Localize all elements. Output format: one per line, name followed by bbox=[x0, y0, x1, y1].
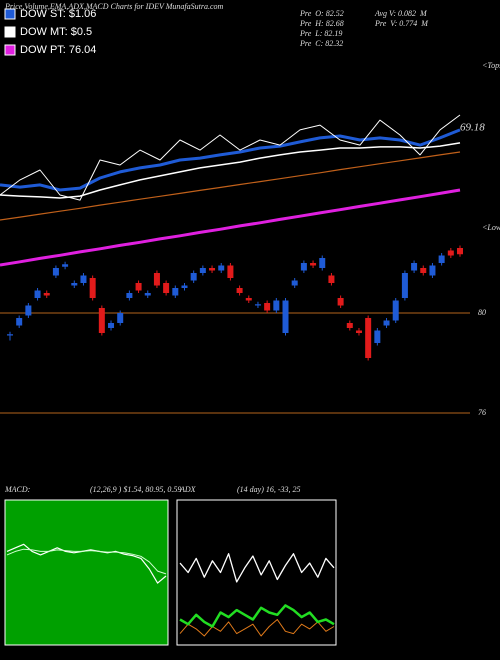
series-line bbox=[179, 553, 335, 583]
candle-body bbox=[135, 283, 142, 291]
candle-body bbox=[227, 265, 234, 278]
candle-body bbox=[52, 268, 59, 276]
candle-body bbox=[401, 273, 408, 298]
candle-body bbox=[25, 305, 32, 316]
candle-body bbox=[346, 323, 353, 328]
candle-body bbox=[457, 248, 463, 255]
page-title: Price,Volume,EMA,ADX,MACD Charts for IDE… bbox=[4, 2, 223, 11]
candle-body bbox=[429, 265, 436, 276]
candle-body bbox=[126, 293, 133, 298]
candle-body bbox=[7, 334, 13, 336]
candle-body bbox=[411, 263, 418, 271]
candle-body bbox=[153, 273, 160, 286]
info: Pre L: 82.19 bbox=[299, 29, 342, 38]
adx-params: (14 day) 16, -33, 25 bbox=[237, 485, 301, 494]
series-line bbox=[0, 151, 461, 221]
series-line bbox=[0, 114, 461, 201]
candle-body bbox=[438, 255, 445, 263]
candle-body bbox=[80, 275, 87, 283]
legend-swatch bbox=[4, 26, 16, 38]
series-line bbox=[0, 128, 461, 192]
series-line bbox=[179, 619, 335, 637]
candle-body bbox=[319, 258, 326, 268]
macd-params: (12,26,9 ) $1.54, 80.95, 0.59 bbox=[90, 485, 181, 494]
candle-body bbox=[172, 288, 179, 296]
candle-body bbox=[117, 313, 124, 323]
series-line bbox=[0, 142, 461, 199]
info: Pre C: 82.32 bbox=[299, 39, 343, 48]
annotation: <Tops bbox=[482, 61, 500, 70]
legend-label: DOW PT: 76.04 bbox=[20, 44, 96, 56]
series-line bbox=[0, 188, 461, 267]
y-tick-label: 76 bbox=[478, 408, 486, 417]
candle-body bbox=[245, 298, 252, 301]
candle-body bbox=[383, 320, 390, 326]
panel bbox=[4, 499, 169, 646]
candle-body bbox=[355, 330, 362, 333]
candle-body bbox=[181, 285, 188, 288]
candle-body bbox=[392, 300, 399, 321]
candle-body bbox=[98, 308, 105, 333]
adx-label: ADX bbox=[179, 485, 197, 494]
legend-swatch bbox=[4, 8, 16, 20]
candle-body bbox=[291, 280, 298, 286]
info: Pre H: 82.68 bbox=[299, 19, 344, 28]
candle-body bbox=[163, 283, 170, 293]
annotation: <Lows bbox=[482, 223, 500, 232]
candle-body bbox=[34, 290, 41, 298]
candle-body bbox=[108, 323, 115, 328]
candle-body bbox=[310, 263, 317, 266]
candle-body bbox=[209, 268, 216, 271]
info: Pre O: 82.52 bbox=[299, 9, 344, 18]
candle-body bbox=[328, 275, 335, 283]
candle-body bbox=[43, 293, 50, 296]
series-line bbox=[6, 548, 167, 575]
candle-body bbox=[190, 273, 197, 281]
candle-body bbox=[218, 265, 225, 271]
candle-body bbox=[254, 304, 261, 306]
candle-body bbox=[89, 278, 96, 298]
candle-body bbox=[447, 250, 454, 256]
candle-body bbox=[282, 300, 289, 333]
candle-body bbox=[365, 318, 372, 358]
macd-label: MACD: bbox=[4, 485, 31, 494]
annotation: 69.18 bbox=[460, 122, 485, 134]
y-tick-label: 80 bbox=[478, 308, 486, 317]
legend-label: DOW MT: $0.5 bbox=[20, 26, 92, 38]
candle-body bbox=[199, 268, 206, 273]
candle-body bbox=[300, 263, 307, 271]
info: Avg V: 0.082 M bbox=[374, 9, 428, 18]
info: Pre V: 0.774 M bbox=[374, 19, 429, 28]
candle-body bbox=[273, 300, 280, 311]
legend-swatch bbox=[4, 44, 16, 56]
candle-body bbox=[16, 318, 23, 326]
series-line bbox=[179, 604, 335, 628]
candle-body bbox=[144, 293, 151, 296]
candle-body bbox=[71, 283, 78, 286]
candle-body bbox=[62, 264, 69, 267]
candle-body bbox=[374, 330, 381, 343]
candle-body bbox=[264, 303, 271, 311]
candle-body bbox=[420, 268, 427, 273]
legend-label: DOW ST: $1.06 bbox=[20, 8, 96, 20]
candle-body bbox=[236, 288, 243, 293]
panel bbox=[176, 499, 337, 646]
candle-body bbox=[337, 298, 344, 306]
